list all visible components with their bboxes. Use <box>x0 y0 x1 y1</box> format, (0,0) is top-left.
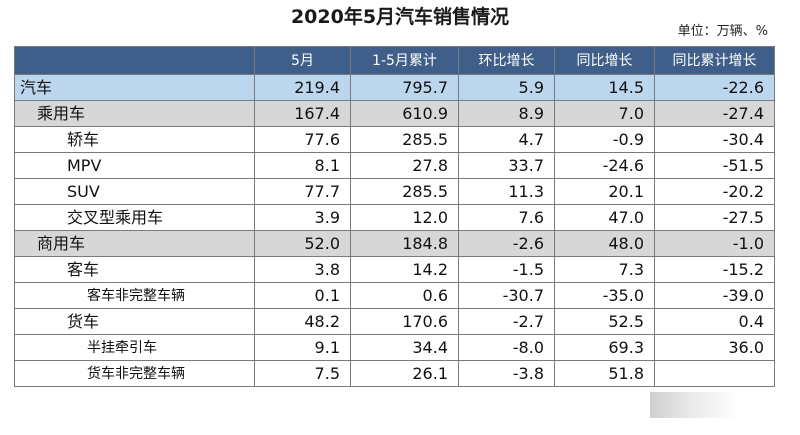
header-yoy-ytd: 同比累计增长 <box>654 46 775 75</box>
table-cell: -39.0 <box>654 282 775 309</box>
row-label: 乘用车 <box>14 100 255 127</box>
row-label: 商用车 <box>14 230 255 257</box>
row-label: 客车 <box>14 256 255 283</box>
table-cell: 184.8 <box>350 230 459 257</box>
table-cell: 7.6 <box>458 204 555 231</box>
table-cell: 26.1 <box>350 360 459 387</box>
table-cell: -22.6 <box>654 74 775 101</box>
header-may: 5月 <box>254 46 351 75</box>
table-row: 货车 48.2 170.6 -2.7 52.5 0.4 <box>14 308 775 335</box>
table-cell: 52.0 <box>254 230 351 257</box>
table-cell: 77.6 <box>254 126 351 153</box>
table-cell: 3.9 <box>254 204 351 231</box>
row-label: 半挂牵引车 <box>14 334 255 361</box>
table-cell: -0.9 <box>554 126 655 153</box>
image-smudge <box>650 392 762 418</box>
header-mom: 环比增长 <box>458 46 555 75</box>
table-cell: -35.0 <box>554 282 655 309</box>
table-header-row: 5月 1-5月累计 环比增长 同比增长 同比累计增长 <box>14 46 775 75</box>
table-cell: -27.4 <box>654 100 775 127</box>
table-cell: 48.0 <box>554 230 655 257</box>
table-cell: -3.8 <box>458 360 555 387</box>
table-cell: 0.1 <box>254 282 351 309</box>
table-cell: 34.4 <box>350 334 459 361</box>
table-cell: -51.5 <box>654 152 775 179</box>
table-cell: 5.9 <box>458 74 555 101</box>
row-label: 货车非完整车辆 <box>14 360 255 387</box>
table-cell: 52.5 <box>554 308 655 335</box>
table-cell: 8.1 <box>254 152 351 179</box>
table-cell: 77.7 <box>254 178 351 205</box>
table-cell: -8.0 <box>458 334 555 361</box>
table-cell: 167.4 <box>254 100 351 127</box>
row-label: 货车 <box>14 308 255 335</box>
table-cell: 69.3 <box>554 334 655 361</box>
table-cell: 3.8 <box>254 256 351 283</box>
table-cell: -30.7 <box>458 282 555 309</box>
table-cell: 47.0 <box>554 204 655 231</box>
table-cell: 7.5 <box>254 360 351 387</box>
table-cell: 12.0 <box>350 204 459 231</box>
page-title: 2020年5月汽车销售情况 <box>290 6 510 28</box>
table-cell: -1.0 <box>654 230 775 257</box>
header-category <box>14 46 255 75</box>
row-label: 轿车 <box>14 126 255 153</box>
table-row: 商用车 52.0 184.8 -2.6 48.0 -1.0 <box>14 230 775 257</box>
table-cell: 170.6 <box>350 308 459 335</box>
table-cell: 14.2 <box>350 256 459 283</box>
table-cell: 33.7 <box>458 152 555 179</box>
table-row: 乘用车 167.4 610.9 8.9 7.0 -27.4 <box>14 100 775 127</box>
sales-table: 5月 1-5月累计 环比增长 同比增长 同比累计增长 汽车 219.4 795.7 5… <box>14 46 775 387</box>
table-cell: 610.9 <box>350 100 459 127</box>
table-cell: 795.7 <box>350 74 459 101</box>
table-cell: -2.7 <box>458 308 555 335</box>
table-cell: 285.5 <box>350 178 459 205</box>
table-cell: 48.2 <box>254 308 351 335</box>
table-cell: -20.2 <box>654 178 775 205</box>
table-cell: 9.1 <box>254 334 351 361</box>
table-row: 交叉型乘用车 3.9 12.0 7.6 47.0 -27.5 <box>14 204 775 231</box>
table-cell: 7.3 <box>554 256 655 283</box>
header-yoy: 同比增长 <box>554 46 655 75</box>
table-row: SUV 77.7 285.5 11.3 20.1 -20.2 <box>14 178 775 205</box>
table-cell: 27.8 <box>350 152 459 179</box>
table-row: MPV 8.1 27.8 33.7 -24.6 -51.5 <box>14 152 775 179</box>
row-label: 汽车 <box>14 74 255 101</box>
table-cell: -1.5 <box>458 256 555 283</box>
table-row: 客车非完整车辆 0.1 0.6 -30.7 -35.0 -39.0 <box>14 282 775 309</box>
table-row: 货车非完整车辆 7.5 26.1 -3.8 51.8 <box>14 360 775 387</box>
table-cell: 7.0 <box>554 100 655 127</box>
table-cell: -24.6 <box>554 152 655 179</box>
table-row: 轿车 77.6 285.5 4.7 -0.9 -30.4 <box>14 126 775 153</box>
table-cell <box>654 360 775 387</box>
table-cell: 0.4 <box>654 308 775 335</box>
table-cell: -27.5 <box>654 204 775 231</box>
row-label: 交叉型乘用车 <box>14 204 255 231</box>
table-cell: -15.2 <box>654 256 775 283</box>
table-row: 半挂牵引车 9.1 34.4 -8.0 69.3 36.0 <box>14 334 775 361</box>
header-ytd: 1-5月累计 <box>350 46 459 75</box>
table-cell: 20.1 <box>554 178 655 205</box>
table-cell: 14.5 <box>554 74 655 101</box>
table-row: 客车 3.8 14.2 -1.5 7.3 -15.2 <box>14 256 775 283</box>
row-label: 客车非完整车辆 <box>14 282 255 309</box>
table-cell: 8.9 <box>458 100 555 127</box>
table-body: 汽车 219.4 795.7 5.9 14.5 -22.6 乘用车 167.4 610.9 8.9… <box>14 74 775 387</box>
table-cell: 285.5 <box>350 126 459 153</box>
table-cell: 36.0 <box>654 334 775 361</box>
table-row: 汽车 219.4 795.7 5.9 14.5 -22.6 <box>14 74 775 101</box>
table-cell: -30.4 <box>654 126 775 153</box>
table-cell: 11.3 <box>458 178 555 205</box>
table-cell: 0.6 <box>350 282 459 309</box>
table-cell: 219.4 <box>254 74 351 101</box>
row-label: MPV <box>14 152 255 179</box>
table-cell: -2.6 <box>458 230 555 257</box>
table-cell: 4.7 <box>458 126 555 153</box>
row-label: SUV <box>14 178 255 205</box>
unit-label: 单位：万辆、% <box>677 24 768 39</box>
table-cell: 51.8 <box>554 360 655 387</box>
